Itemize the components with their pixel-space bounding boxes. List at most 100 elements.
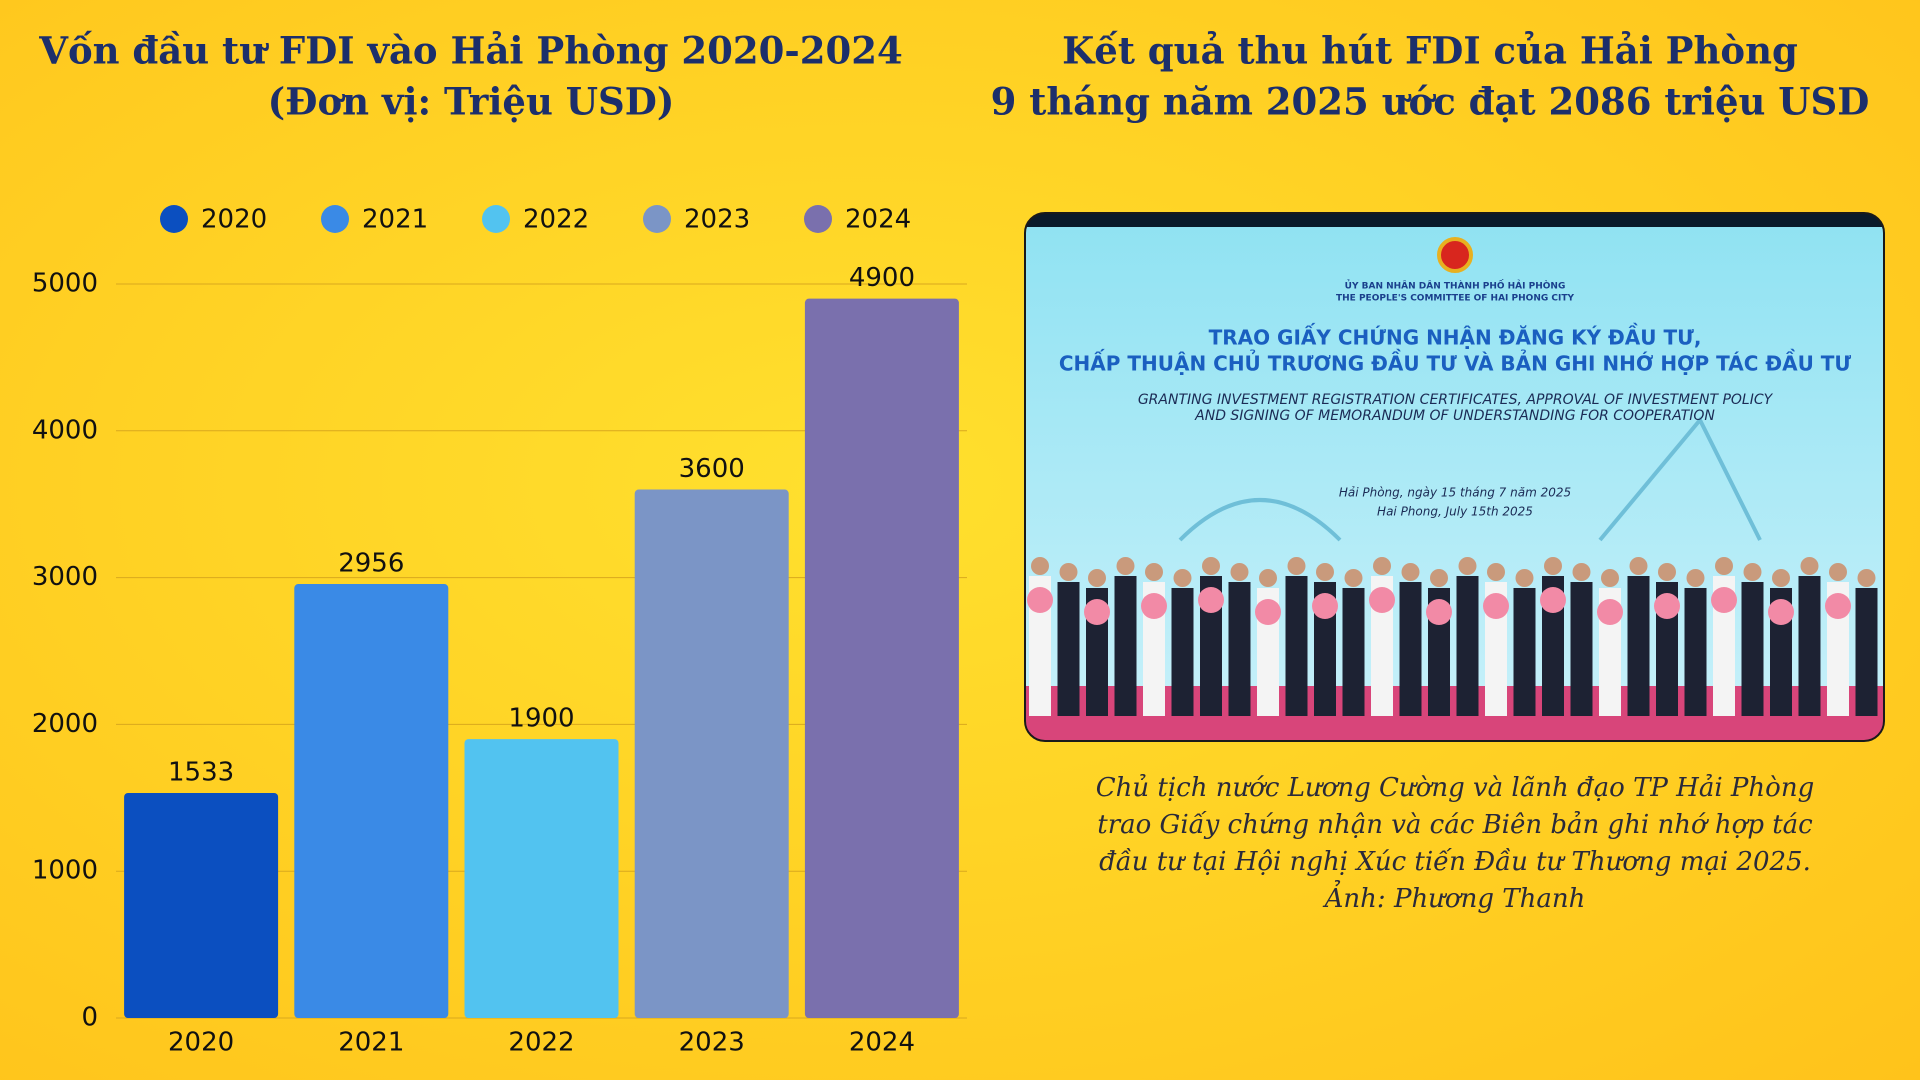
flowers [1483,593,1509,619]
legend-swatch [321,205,349,233]
person-head [1658,563,1676,581]
person [1513,588,1536,716]
y-tick-label: 3000 [32,562,98,592]
person-head [1629,557,1648,575]
person-head [1344,569,1363,587]
legend-label: 2021 [362,205,428,235]
person-head [1316,563,1334,581]
photo-text: GRANTING INVESTMENT REGISTRATION CERTIFI… [1138,392,1774,408]
value-label: 4900 [849,263,915,293]
value-label: 1533 [168,757,234,787]
value-label: 3600 [679,454,745,484]
person-head [1515,569,1534,587]
flowers [1369,587,1395,613]
panel-title: Kết quả thu hút FDI của Hải Phòng [1062,29,1798,73]
person [1684,588,1707,716]
y-tick-label: 1000 [32,856,98,886]
y-tick-label: 0 [81,1003,98,1033]
photo-text: Hải Phòng, ngày 15 tháng 7 năm 2025 [1339,486,1571,500]
flowers [1768,599,1794,625]
person-head [1686,569,1705,587]
photo-backdrop [1025,213,1884,741]
x-tick-label: 2023 [679,1028,745,1058]
person [1171,588,1194,716]
bar [464,739,619,1018]
legend-swatch [643,205,671,233]
person-head [1088,569,1106,587]
person [1228,582,1251,716]
legend-label: 2020 [201,205,267,235]
bar [634,489,789,1018]
legend-swatch [482,205,510,233]
chart-title: Vốn đầu tư FDI vào Hải Phòng 2020-2024 [38,29,902,73]
person-head [1259,569,1277,587]
photo-text: THE PEOPLE'S COMMITTEE OF HAI PHONG CITY [1336,294,1574,304]
y-tick-label: 2000 [32,709,98,739]
panel-title: 9 tháng năm 2025 ước đạt 2086 triệu USD [991,80,1870,124]
flowers [1312,593,1338,619]
photo-text: Hai Phong, July 15th 2025 [1377,505,1533,519]
flowers [1654,593,1680,619]
legend-label: 2022 [523,205,589,235]
bar [804,298,959,1018]
flowers [1597,599,1623,625]
person-head [1116,557,1135,575]
person-head [1031,557,1049,575]
flowers [1825,593,1851,619]
legend-swatch [804,205,832,233]
person-head [1829,563,1847,581]
x-tick-label: 2021 [338,1028,404,1058]
person-head [1743,563,1762,581]
person [1798,576,1821,716]
photo-text: ỦY BAN NHÂN DÂN THÀNH PHỐ HẢI PHÒNG [1345,279,1566,292]
person [1342,588,1365,716]
person [1399,582,1422,716]
legend-label: 2023 [684,205,750,235]
flowers [1027,587,1053,613]
x-tick-label: 2022 [508,1028,574,1058]
person [1570,582,1593,716]
person-head [1373,557,1391,575]
x-tick-label: 2024 [849,1028,915,1058]
photo-text: CHẤP THUẬN CHỦ TRƯƠNG ĐẦU TƯ VÀ BẢN GHI … [1059,350,1852,376]
flowers [1426,599,1452,625]
person-head [1401,563,1420,581]
person [1855,588,1878,716]
flowers [1255,599,1281,625]
person [1114,576,1137,716]
caption-line: Ảnh: Phương Thanh [1323,880,1586,914]
flowers [1141,593,1167,619]
chart-subtitle: (Đơn vị: Triệu USD) [268,80,675,124]
y-tick-label: 5000 [32,269,98,299]
person-head [1572,563,1591,581]
person-head [1800,557,1819,575]
value-label: 1900 [508,704,574,734]
flowers [1540,587,1566,613]
person-head [1287,557,1306,575]
person-head [1544,557,1562,575]
person-head [1715,557,1733,575]
person-head [1202,557,1220,575]
flowers [1084,599,1110,625]
caption-line: đầu tư tại Hội nghị Xúc tiến Đầu tư Thươ… [1099,847,1811,877]
photo: ỦY BAN NHÂN DÂN THÀNH PHỐ HẢI PHÒNG THE P… [1025,213,1884,741]
value-label: 2956 [338,549,404,579]
person [1057,582,1080,716]
person-head [1458,557,1477,575]
person-head [1173,569,1192,587]
stage-floor [1025,686,1884,741]
x-tick-label: 2020 [168,1028,234,1058]
person-head [1430,569,1448,587]
caption-line: trao Giấy chứng nhận và các Biên bản ghi… [1097,810,1813,840]
photo-text: TRAO GIẤY CHỨNG NHẬN ĐĂNG KÝ ĐẦU TƯ, [1209,324,1702,350]
bar [124,792,279,1018]
caption-line: Chủ tịch nước Lương Cường và lãnh đạo TP… [1096,773,1814,803]
person [1456,576,1479,716]
person-head [1059,563,1078,581]
person-head [1230,563,1249,581]
stage-ceiling [1025,213,1884,227]
person [1285,576,1308,716]
flowers [1711,587,1737,613]
person-head [1857,569,1876,587]
